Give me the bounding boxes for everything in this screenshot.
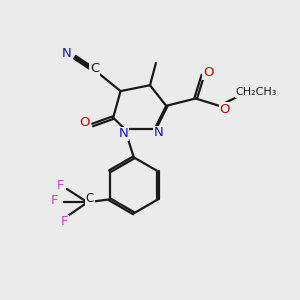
Text: N: N <box>62 47 71 60</box>
Text: C: C <box>86 192 94 205</box>
Text: CH₂CH₃: CH₂CH₃ <box>235 87 277 97</box>
Text: F: F <box>57 179 64 192</box>
Text: F: F <box>51 194 58 207</box>
Text: N: N <box>118 127 128 140</box>
Text: O: O <box>203 66 214 79</box>
Text: O: O <box>79 116 90 129</box>
Text: O: O <box>219 103 230 116</box>
Text: F: F <box>61 215 69 229</box>
Text: C: C <box>90 62 99 75</box>
Text: N: N <box>154 126 164 140</box>
